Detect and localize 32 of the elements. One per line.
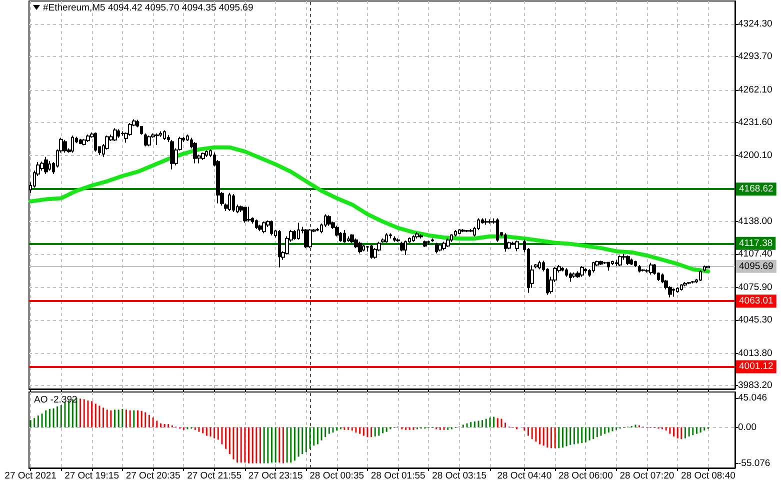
x-tick-label: 28 Oct 01:55: [370, 470, 426, 482]
ref-line-label: 4168.62: [739, 184, 774, 195]
y-tick-label: 4045.30: [738, 314, 772, 326]
x-tick-label: 28 Oct 06:00: [558, 470, 613, 482]
chart-title: #Ethereum,M5 4094.42 4095.70 4094.35 4095.69: [43, 2, 254, 14]
x-tick-label: 27 Oct 23:15: [248, 470, 303, 482]
ref-line-label: 4063.01: [739, 296, 774, 307]
x-tick-label: 27 Oct 2021: [4, 470, 56, 482]
y-tick-label: 4262.10: [738, 84, 772, 96]
ref-line-label: 4117.38: [739, 238, 773, 249]
x-tick-label: 28 Oct 03:15: [432, 470, 487, 482]
y-tick-label: 0.00: [738, 422, 756, 433]
y-tick-label: -55.076: [738, 458, 770, 469]
x-tick-label: 27 Oct 19:15: [64, 470, 119, 482]
x-tick-label: 28 Oct 07:20: [620, 470, 674, 482]
y-tick-label: 45.046: [738, 392, 768, 404]
y-tick-label: 4013.80: [738, 348, 772, 359]
y-tick-label: 4075.90: [738, 282, 772, 293]
y-tick-label: 4200.10: [738, 150, 772, 162]
x-tick-label: 28 Oct 04:40: [497, 470, 552, 482]
y-tick-label: 4293.70: [738, 50, 772, 62]
x-tick-label: 27 Oct 20:35: [126, 470, 180, 482]
ref-line-label: 4001.12: [739, 361, 774, 372]
y-tick-label: 4107.40: [738, 248, 772, 260]
y-tick-label: 4138.00: [738, 216, 772, 228]
y-tick-label: 4231.60: [738, 116, 772, 128]
x-tick-label: 27 Oct 21:55: [187, 470, 242, 482]
y-tick-label: 4324.30: [738, 18, 772, 30]
y-tick-label: 3983.20: [738, 380, 772, 392]
x-tick-label: 28 Oct 00:35: [310, 470, 364, 482]
x-tick-label: 28 Oct 08:40: [680, 470, 736, 482]
ref-line-label: 4095.69: [739, 260, 774, 272]
